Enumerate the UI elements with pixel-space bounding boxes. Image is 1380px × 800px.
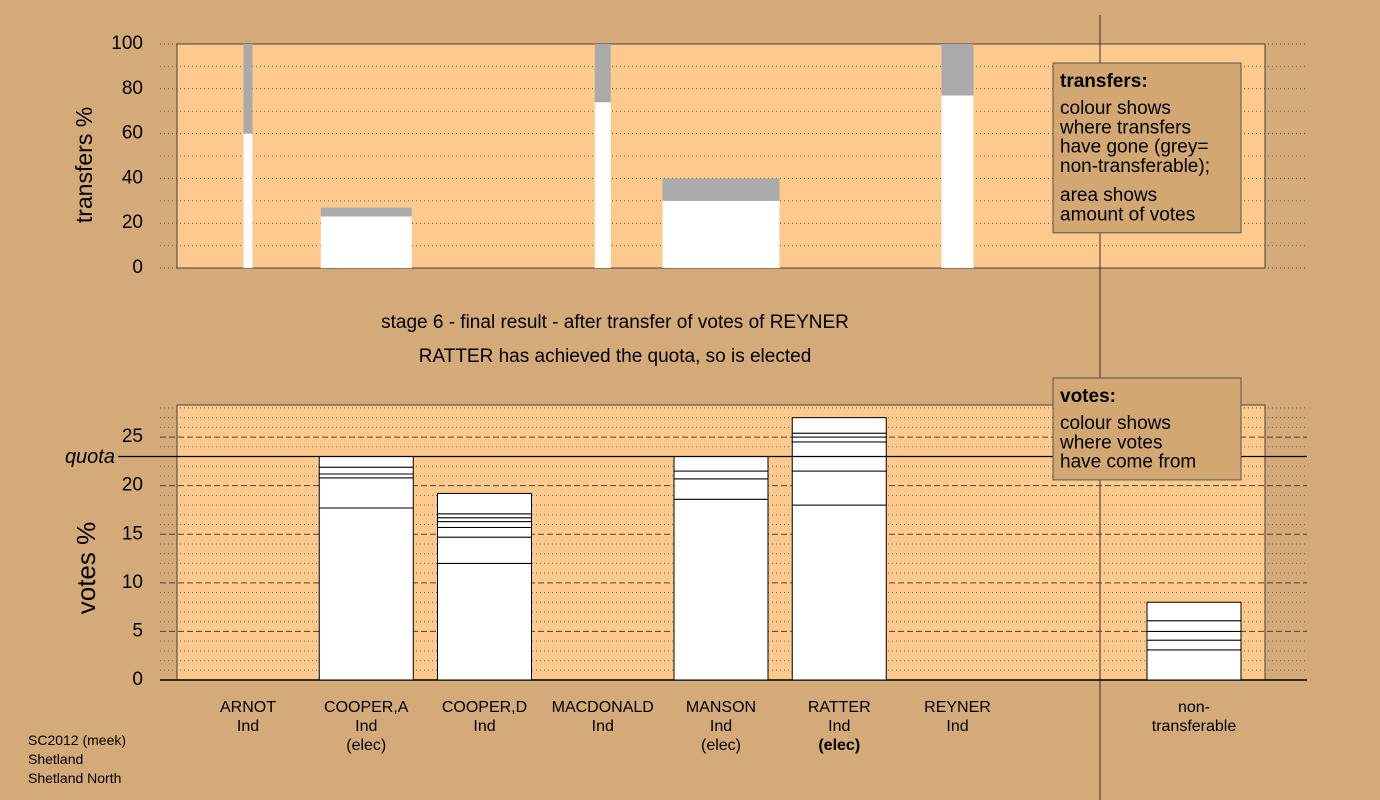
y-tick-label: 20 — [122, 475, 143, 496]
vote-segment — [437, 517, 532, 523]
vote-segment — [318, 477, 414, 509]
legend-title: votes: — [1060, 386, 1116, 407]
y-tick-label: 40 — [122, 167, 143, 188]
legend-text: area shows — [1060, 185, 1157, 206]
legend-text: amount of votes — [1060, 205, 1195, 226]
legend-text: where transfers — [1059, 117, 1191, 138]
category-label: MANSON — [685, 699, 757, 716]
non-transferable-bar — [243, 44, 253, 134]
vote-segment — [437, 562, 532, 681]
vote-segment — [1146, 630, 1242, 641]
vote-segment — [673, 478, 769, 500]
category-label: RATTER — [807, 699, 871, 716]
transfer-bar — [941, 95, 974, 269]
vote-segment — [318, 473, 414, 479]
vote-segment — [437, 521, 532, 528]
subtitle: RATTER has achieved the quota, so is ele… — [419, 346, 812, 367]
category-label: non- transferable — [1151, 699, 1237, 735]
vote-segment — [1146, 649, 1242, 681]
party-label: Ind — [473, 718, 496, 735]
transfer-bar — [594, 102, 611, 269]
legend-title: transfers: — [1060, 71, 1148, 92]
vote-segment — [673, 470, 769, 480]
status-label: (elec) — [818, 737, 861, 754]
footer-line: SC2012 (meek) — [28, 732, 127, 748]
y-tick-label: 100 — [111, 33, 143, 54]
vote-segment — [791, 504, 887, 681]
y-tick-label: 5 — [132, 620, 143, 641]
y-tick-label: 20 — [122, 212, 143, 233]
y-tick-label: 0 — [132, 257, 143, 278]
vote-segment — [791, 432, 887, 438]
status-label: (elec) — [700, 737, 741, 754]
footer-line: Shetland — [28, 751, 84, 767]
y-tick-label: 80 — [122, 78, 143, 99]
category-label: MACDONALD — [551, 699, 654, 716]
party-label: Ind — [946, 718, 969, 735]
party-label: Ind — [709, 718, 733, 735]
legend-text: have come from — [1060, 452, 1196, 473]
party-label: Ind — [236, 718, 260, 735]
category-label: COOPER,D — [441, 699, 528, 716]
legend-text: where votes — [1059, 432, 1162, 453]
vote-segment — [318, 466, 414, 475]
vote-segment — [791, 436, 887, 443]
vote-segment — [1146, 601, 1242, 622]
vote-segment — [673, 498, 769, 681]
y-tick-label: 60 — [122, 123, 143, 144]
quota-label: quota — [65, 446, 115, 468]
vote-segment — [318, 456, 414, 468]
non-transferable-bar — [594, 44, 611, 103]
non-transferable-bar — [662, 178, 780, 201]
transfer-bar — [320, 216, 412, 268]
vote-segment — [437, 492, 532, 515]
legend-text: colour shows — [1060, 98, 1171, 119]
category-label: REYNER — [924, 699, 991, 716]
non-transferable-bar — [941, 44, 974, 96]
vote-segment — [791, 417, 887, 434]
transfer-bar — [243, 133, 253, 268]
vote-segment — [791, 470, 887, 506]
vote-segment — [437, 513, 532, 519]
y-axis-label: transfers % — [71, 107, 97, 223]
status-label: (elec) — [346, 737, 387, 754]
vote-segment — [437, 526, 532, 538]
party-label: Ind — [355, 718, 378, 735]
legend-text: non-transferable); — [1060, 156, 1210, 177]
transfer-bar — [662, 200, 780, 268]
party-label: Ind — [828, 718, 851, 735]
footer-line: Shetland North — [28, 770, 122, 786]
party-label: Ind — [591, 718, 614, 735]
title: stage 6 - final result - after transfer … — [381, 312, 849, 333]
category-label: ARNOT — [220, 699, 276, 716]
y-axis-label: votes % — [71, 522, 101, 615]
vote-segment — [1146, 620, 1242, 632]
legend-box — [1052, 377, 1242, 481]
non-transferable-bar — [320, 207, 412, 217]
vote-segment — [1146, 639, 1242, 651]
y-tick-label: 15 — [122, 523, 143, 544]
y-tick-label: 25 — [122, 426, 143, 447]
vote-segment — [673, 456, 769, 472]
legend-text: colour shows — [1060, 413, 1171, 434]
vote-segment — [437, 536, 532, 564]
category-label: COOPER,A — [324, 699, 409, 716]
legend-text: have gone (grey= — [1060, 137, 1208, 158]
legend-box — [1052, 62, 1242, 234]
y-tick-label: 10 — [122, 572, 143, 593]
y-tick-label: 0 — [132, 669, 143, 690]
vote-segment — [318, 507, 414, 681]
